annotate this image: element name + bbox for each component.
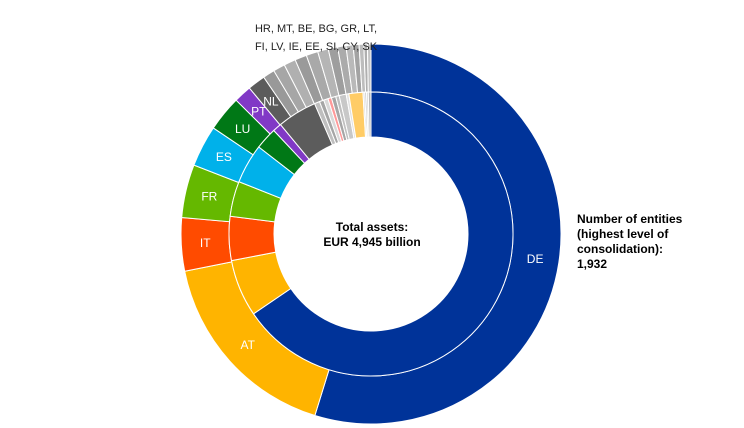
outer-label-pt: PT [251, 105, 267, 119]
small-countries-label: HR, MT, BE, BG, GR, LT, FI, LV, IE, EE, … [255, 23, 378, 53]
entities-annotation: Number of entities (highest level of con… [577, 212, 683, 271]
small-countries-label-line-1: HR, MT, BE, BG, GR, LT, [255, 23, 377, 35]
outer-label-nl: NL [263, 95, 279, 109]
outer-label-at: AT [241, 338, 256, 352]
center-label: Total assets: EUR 4,945 billion [323, 220, 420, 249]
center-label-line-1: Total assets: [336, 220, 408, 234]
entities-annotation-line-3: consolidation): [577, 242, 663, 256]
outer-label-it: IT [200, 236, 211, 250]
outer-label-es: ES [216, 150, 232, 164]
outer-label-de: DE [527, 252, 544, 266]
outer-label-lu: LU [235, 122, 250, 136]
entities-annotation-line-2: (highest level of [577, 227, 669, 241]
small-countries-label-line-2: FI, LV, IE, EE, SI, CY, SK [255, 41, 378, 53]
entities-annotation-line-1: Number of entities [577, 212, 683, 226]
entities-annotation-line-4: 1,932 [577, 257, 607, 271]
inner-ring [228, 91, 514, 377]
outer-label-fr: FR [201, 189, 217, 203]
inner-slice-de [252, 91, 514, 377]
inner-slice-sk [367, 91, 372, 138]
center-label-line-2: EUR 4,945 billion [323, 235, 420, 249]
inner-slice-it [228, 215, 277, 262]
